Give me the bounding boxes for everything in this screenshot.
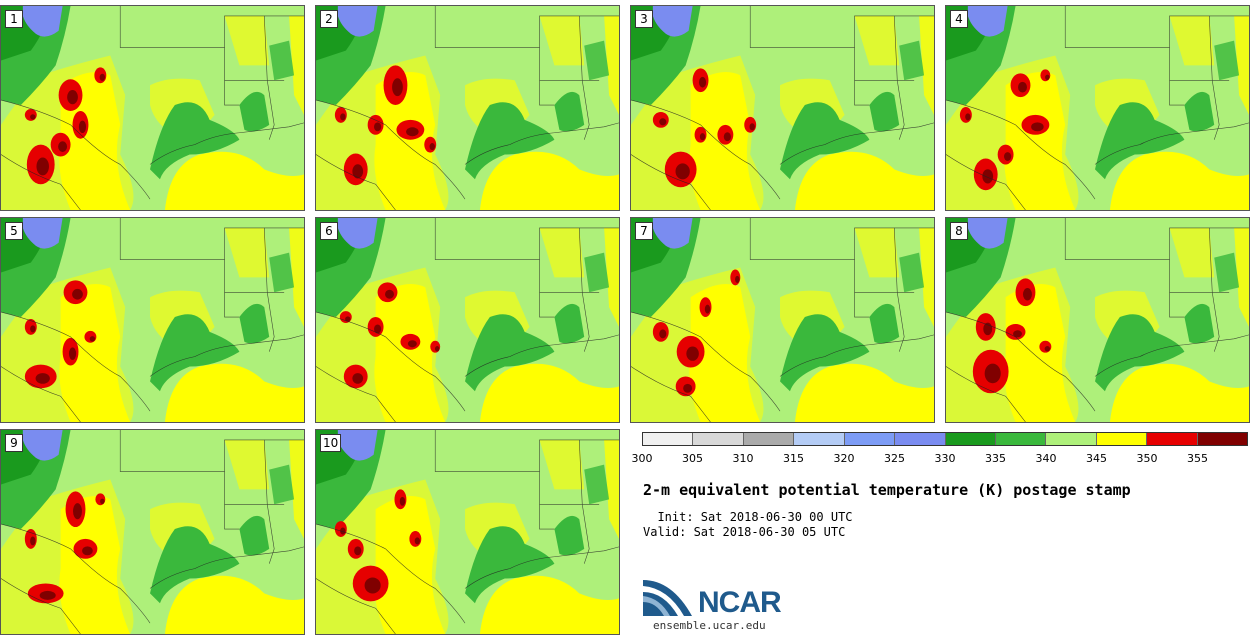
colorbar-tick-label: 305 [682,452,703,465]
member-number-label: 7 [635,222,653,240]
colorbar-segment [1197,433,1248,445]
postage-stamp-map: 2 [315,5,620,211]
colorbar-segment [794,433,845,445]
colorbar-segment [895,433,946,445]
colorbar-tick-label: 350 [1136,452,1158,465]
member-number-label: 6 [320,222,338,240]
member-number-label: 2 [320,10,338,28]
ncar-logo-text: NCAR [698,586,782,619]
member-number-label: 9 [5,434,23,452]
postage-stamp-map: 9 [0,429,305,635]
colorbar-segment [1046,433,1097,445]
colorbar-tick-label: 355 [1187,452,1208,465]
postage-stamp-map: 3 [630,5,935,211]
colorbar-segment [995,433,1047,445]
valid-time: Valid: Sat 2018-06-30 05 UTC [643,525,846,539]
colorbar-tick-label: 300 [631,452,653,465]
member-number-label: 5 [5,222,23,240]
member-number-label: 8 [950,222,968,240]
colorbar-tick-label: 345 [1086,452,1107,465]
postage-stamp-map: 4 [945,5,1250,211]
colorbar-segment [1096,433,1148,445]
postage-stamp-map: 10 [315,429,620,635]
member-number-label: 1 [5,10,23,28]
postage-stamp-map: 5 [0,217,305,423]
colorbar-segment [743,433,795,445]
postage-stamp-map: 8 [945,217,1250,423]
colorbar-segment [1147,433,1198,445]
colorbar-tick-label: 320 [833,452,855,465]
member-number-label: 3 [635,10,653,28]
colorbar-tick-label: 325 [884,452,905,465]
postage-stamp-map: 1 [0,5,305,211]
site-url: ensemble.ucar.edu [653,619,766,632]
plot-title: 2-m equivalent potential temperature (K)… [643,481,1131,499]
colorbar-tick-label: 330 [934,452,956,465]
colorbar-tick-label: 315 [783,452,804,465]
colorbar-tick-label: 340 [1035,452,1057,465]
init-time: Init: Sat 2018-06-30 00 UTC [643,510,853,524]
ncar-logo-icon [643,580,692,616]
colorbar [642,432,1248,446]
colorbar-tick-label: 335 [985,452,1006,465]
member-number-label: 4 [950,10,968,28]
colorbar-segment [945,433,996,445]
postage-stamp-map: 7 [630,217,935,423]
member-number-label: 10 [320,434,342,452]
colorbar-segment [693,433,744,445]
postage-stamp-map: 6 [315,217,620,423]
colorbar-segment [643,433,694,445]
colorbar-tick-label: 310 [732,452,754,465]
colorbar-segment [844,433,896,445]
